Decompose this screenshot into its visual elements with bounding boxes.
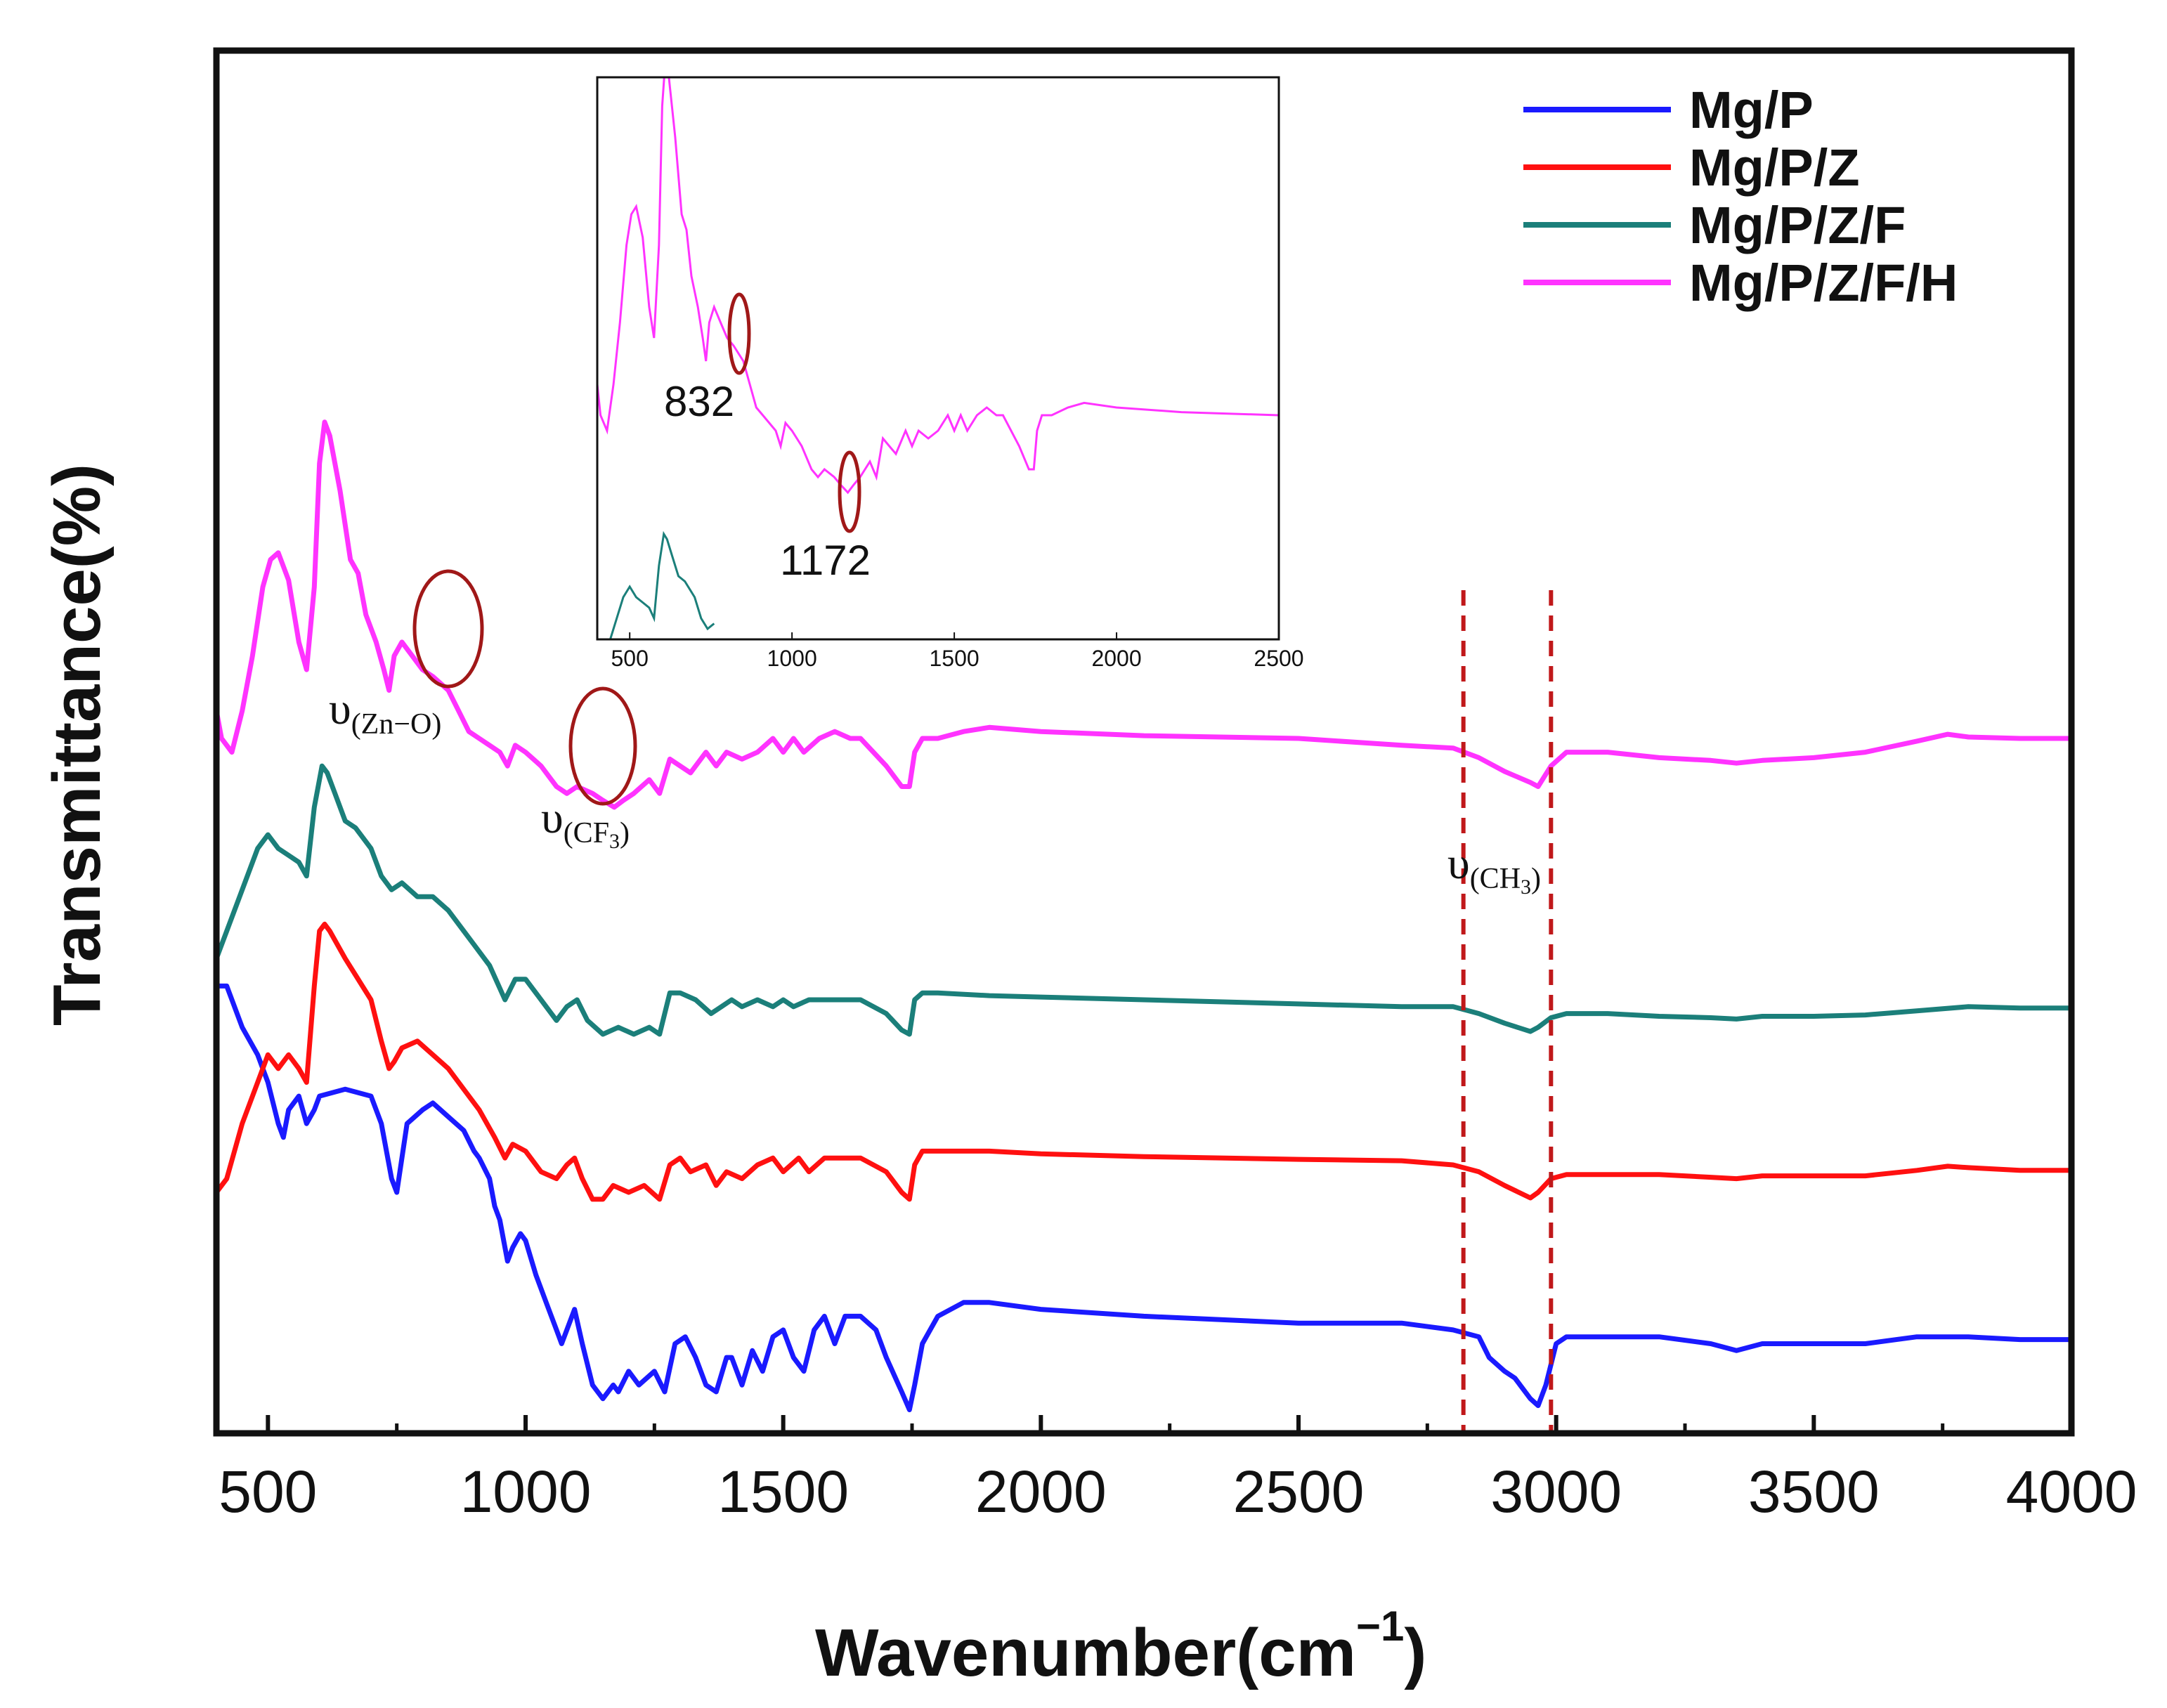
- inset-x-tick-label-4: 2500: [1254, 646, 1303, 671]
- x-axis-title: Wavenumber(cm−1): [815, 1603, 1426, 1690]
- x-tick-label-7: 4000: [2006, 1459, 2137, 1525]
- y-axis-title: Transmittance(%): [39, 464, 115, 1026]
- inset-label-832: 832: [664, 378, 734, 425]
- cf3-marker: [568, 686, 637, 806]
- ch3-subscript-num: 3: [1521, 875, 1531, 899]
- inset-series-line-teal: [609, 530, 715, 639]
- x-axis-title-superscript: −1: [1356, 1603, 1404, 1650]
- x-axis-ticks: 500 1000 1500 2000 2500 3000 3500 4000: [219, 1415, 2137, 1525]
- inset-frame: [596, 76, 1280, 641]
- legend-label-2: Mg/P/Z/F: [1689, 196, 1906, 254]
- inset-x-tick-label-3: 2000: [1091, 646, 1141, 671]
- zn-o-annotation: υ(Zn−O): [329, 684, 441, 741]
- ch3-subscript-close: ): [1531, 863, 1541, 895]
- ch3-symbol: υ: [1447, 838, 1470, 888]
- zn-o-marker: [412, 569, 484, 689]
- series-line-2: [214, 763, 2071, 1037]
- x-tick-label-1: 1000: [460, 1459, 592, 1525]
- inset-x-ticks: 500 1000 1500 2000 2500: [611, 632, 1304, 671]
- reference-lines: [1461, 590, 1554, 1433]
- inset-chart: 832 1172 500 1000 1500 2000 2500: [596, 76, 1304, 671]
- x-tick-label-6: 3500: [1748, 1459, 1880, 1525]
- inset-1172-marker: [838, 450, 861, 533]
- x-tick-label-5: 3000: [1490, 1459, 1622, 1525]
- legend-label-1: Mg/P/Z: [1689, 138, 1860, 197]
- ch3-annotation: υ(CH3): [1447, 838, 1541, 899]
- x-tick-label-3: 2000: [975, 1459, 1107, 1525]
- legend: Mg/PMg/P/ZMg/P/Z/FMg/P/Z/F/H: [1523, 81, 1958, 312]
- cf3-subscript-num: 3: [609, 830, 620, 853]
- inset-series-layer: [597, 77, 1279, 639]
- series-layer: [214, 419, 2071, 1412]
- ch3-subscript: (CH: [1470, 863, 1521, 895]
- legend-label-0: Mg/P: [1689, 81, 1814, 139]
- series-line-0: [216, 983, 2071, 1412]
- x-tick-label-4: 2500: [1233, 1459, 1365, 1525]
- inset-label-1172: 1172: [780, 537, 871, 584]
- x-axis-title-text: Wavenumber(cm: [815, 1615, 1356, 1690]
- inset-x-tick-label-0: 500: [611, 646, 648, 671]
- cf3-subscript-close: ): [620, 817, 630, 849]
- inset-x-tick-label-2: 1500: [930, 646, 980, 671]
- inset-x-tick-label-1: 1000: [767, 646, 817, 671]
- zn-o-subscript: (Zn−O): [351, 708, 442, 741]
- series-line-1: [214, 921, 2071, 1202]
- inset-background: [597, 77, 1279, 639]
- x-tick-label-2: 1500: [717, 1459, 849, 1525]
- cf3-symbol: υ: [541, 793, 564, 842]
- x-tick-label-0: 500: [219, 1459, 317, 1525]
- series-line-3: [214, 419, 2071, 810]
- plot-frame: [213, 47, 2075, 1437]
- cf3-annotation: υ(CF3): [541, 793, 630, 853]
- inset-832-marker: [727, 292, 751, 375]
- zn-o-symbol: υ: [329, 684, 351, 734]
- x-axis-title-close: ): [1404, 1615, 1426, 1690]
- cf3-subscript: (CF: [564, 817, 609, 849]
- inset-series-line-magenta: [597, 77, 1279, 495]
- legend-label-3: Mg/P/Z/F/H: [1689, 254, 1958, 312]
